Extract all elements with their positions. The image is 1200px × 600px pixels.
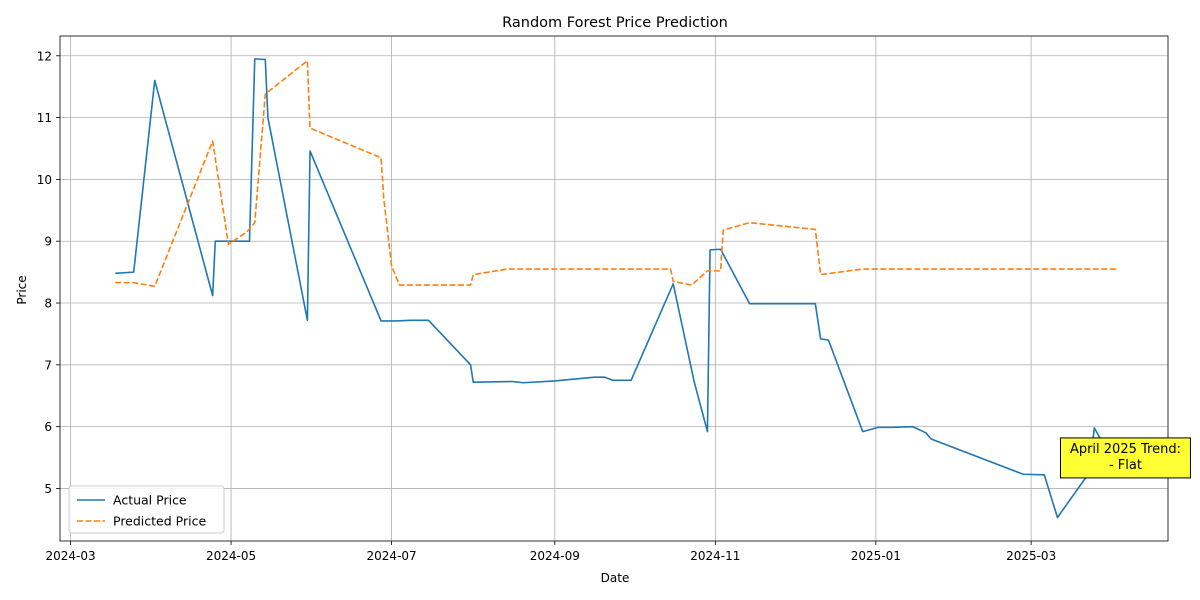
x-axis-label: Date	[601, 571, 630, 585]
plot-area-frame	[59, 35, 1169, 542]
y-tick-label: 9	[44, 235, 52, 249]
y-tick-label: 11	[37, 111, 52, 125]
y-tick-label: 5	[44, 482, 52, 496]
x-tick-label: 2024-03	[45, 549, 95, 563]
y-axis-label: Price	[15, 275, 29, 304]
x-tick-label: 2025-03	[1006, 549, 1056, 563]
grid	[60, 36, 1168, 541]
legend-box	[68, 485, 225, 534]
series-line-actual-price	[115, 58, 1119, 519]
x-tick-label: 2025-01	[851, 549, 901, 563]
y-tick-label: 8	[44, 297, 52, 311]
legend-label: Predicted Price	[113, 514, 206, 529]
x-tick-label: 2024-11	[690, 549, 740, 563]
annotation-box	[1059, 437, 1191, 479]
y-tick-label: 10	[37, 173, 52, 187]
y-tick-label: 6	[44, 420, 52, 434]
annotation-text: - Flat	[1109, 458, 1142, 473]
legend-label: Actual Price	[113, 493, 187, 508]
x-tick-label: 2024-05	[206, 549, 256, 563]
axis-ticks: 2024-03 2024-05 2024-07 2024-09 2024-11 2025-…	[37, 49, 1056, 563]
x-tick-label: 2024-07	[367, 549, 417, 563]
x-tick-label: 2024-09	[530, 549, 580, 563]
legend: Actual Price Predicted Price	[68, 485, 225, 534]
series-layer	[115, 58, 1119, 519]
annotation-text: April 2025 Trend:	[1070, 442, 1181, 457]
chart-title: Random Forest Price Prediction	[502, 15, 728, 31]
series-line-predicted-price	[115, 59, 1118, 288]
y-tick-label: 12	[37, 49, 52, 63]
y-tick-label: 7	[44, 358, 52, 372]
annotation: April 2025 Trend:- Flat	[1059, 437, 1191, 479]
